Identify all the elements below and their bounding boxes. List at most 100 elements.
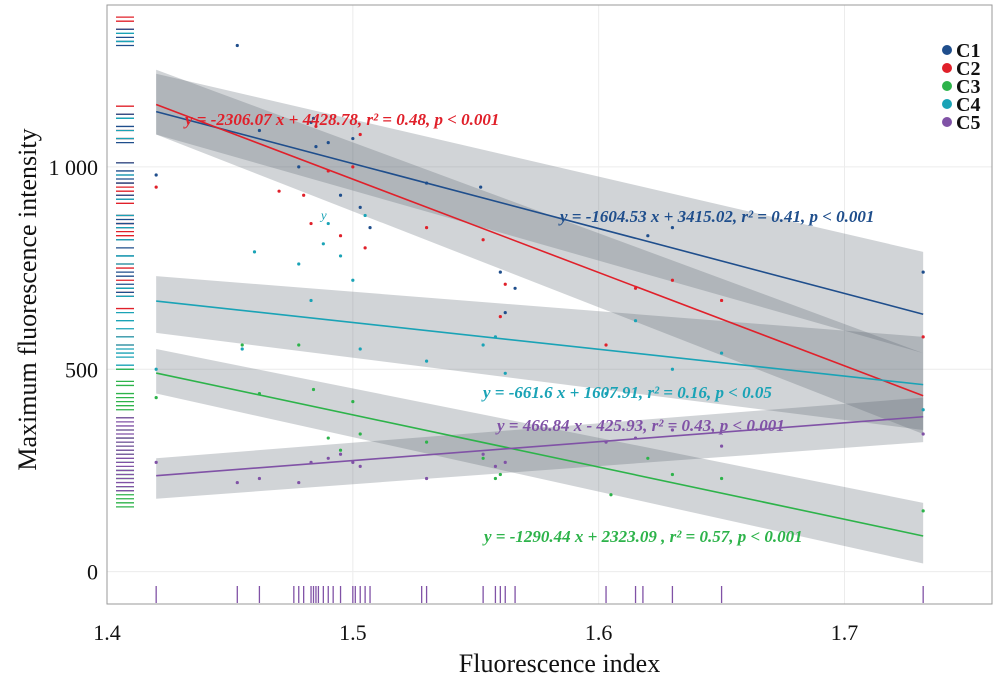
equation-c1: y = -1604.53 x + 3415.02, r² = 0.41, p <… xyxy=(558,207,874,226)
data-point-c1 xyxy=(235,43,239,48)
data-point-c2 xyxy=(363,246,367,250)
equation-c5: y = 466.84 x - 425.93, r² = 0.43, p < 0.… xyxy=(495,416,785,435)
data-point-c3 xyxy=(358,432,362,436)
legend-marker-c2 xyxy=(942,63,952,73)
data-point-c1 xyxy=(513,286,517,290)
data-point-c4 xyxy=(481,343,485,347)
regression-line-c3 xyxy=(156,372,924,537)
data-point-c4 xyxy=(503,371,507,375)
confidence-band-c4 xyxy=(156,276,924,430)
grid-lines xyxy=(106,5,992,604)
data-point-c2 xyxy=(481,238,485,242)
data-point-c2 xyxy=(424,226,429,230)
y-tick-label: 1 000 xyxy=(49,155,99,180)
regression-line-c4 xyxy=(156,300,924,386)
data-point-c3 xyxy=(326,436,330,440)
x-tick-label: 1.5 xyxy=(339,620,367,645)
data-point-c2 xyxy=(302,193,306,197)
confidence-bands xyxy=(156,69,924,564)
regression-line-c1 xyxy=(155,110,924,315)
data-point-c2 xyxy=(498,315,502,319)
data-point-c3 xyxy=(646,456,650,460)
data-point-c1 xyxy=(921,270,925,274)
data-point-c4 xyxy=(670,367,675,371)
data-point-c1 xyxy=(670,226,675,230)
data-point-c2 xyxy=(154,185,158,189)
x-tick-label: 1.4 xyxy=(93,620,121,645)
legend-marker-c3 xyxy=(942,81,952,91)
data-point-c4 xyxy=(240,347,244,351)
data-point-c3 xyxy=(311,387,316,392)
data-point-c5 xyxy=(154,460,158,464)
legend-label-c1: C1 xyxy=(956,40,980,62)
data-point-c3 xyxy=(670,472,675,477)
data-point-c1 xyxy=(309,120,313,124)
data-point-c4 xyxy=(921,408,925,412)
data-point-c5 xyxy=(358,464,362,468)
data-point-c4 xyxy=(493,335,498,339)
data-point-c4 xyxy=(252,250,257,254)
data-point-c1 xyxy=(326,141,330,145)
legend-marker-c4 xyxy=(942,99,952,109)
data-point-c2 xyxy=(719,298,724,303)
data-point-c2 xyxy=(314,124,318,129)
y-tick-label: 500 xyxy=(65,357,98,382)
confidence-band-c2 xyxy=(156,69,924,435)
data-point-c3 xyxy=(338,448,343,452)
data-point-c3 xyxy=(424,440,429,444)
data-point-c3 xyxy=(351,400,355,404)
data-point-c3 xyxy=(921,509,925,513)
data-point-c1 xyxy=(351,136,355,141)
data-point-c5 xyxy=(297,480,301,485)
data-point-c5 xyxy=(921,432,925,436)
data-point-c5 xyxy=(670,428,675,432)
data-point-c3 xyxy=(493,476,498,481)
data-point-c3 xyxy=(257,391,262,396)
data-points xyxy=(154,43,925,513)
data-point-c3 xyxy=(719,476,724,481)
data-point-c5 xyxy=(257,476,262,481)
legend-label-c4: C4 xyxy=(956,94,980,116)
legend-marker-c5 xyxy=(942,117,952,127)
regression-lines xyxy=(155,103,924,537)
rug-marks xyxy=(116,16,924,603)
stray-y-label: y xyxy=(319,208,327,223)
data-point-c3 xyxy=(481,456,485,460)
data-point-c1 xyxy=(368,226,372,230)
data-point-c5 xyxy=(424,476,429,481)
data-point-c5 xyxy=(719,444,724,448)
x-tick-label: 1.7 xyxy=(831,620,859,645)
data-point-c5 xyxy=(481,452,485,456)
x-axis-title: Fluorescence index xyxy=(459,649,660,678)
data-point-c5 xyxy=(503,460,507,464)
data-point-c1 xyxy=(498,270,502,274)
data-point-c3 xyxy=(154,395,158,400)
data-point-c2 xyxy=(670,278,675,282)
data-point-c4 xyxy=(633,319,638,323)
data-point-c5 xyxy=(351,460,355,464)
legend-label-c5: C5 xyxy=(956,112,980,134)
data-point-c3 xyxy=(240,343,244,347)
data-point-c1 xyxy=(338,193,343,197)
data-point-c4 xyxy=(154,367,158,371)
plot-border xyxy=(106,4,993,605)
axis-ticks: 1.4 1.5 1.6 1.7 0 500 1 000 xyxy=(49,155,859,645)
data-point-c1 xyxy=(154,173,158,177)
data-point-c2 xyxy=(921,335,925,339)
data-point-c4 xyxy=(321,242,325,246)
data-point-c4 xyxy=(604,391,608,396)
data-point-c1 xyxy=(297,165,301,169)
legend-label-c2: C2 xyxy=(956,58,980,80)
data-point-c2 xyxy=(604,343,608,347)
data-point-c4 xyxy=(424,359,429,363)
data-point-c5 xyxy=(338,452,343,456)
data-point-c1 xyxy=(314,145,318,149)
equation-c3: y = -1290.44 x + 2323.09 , r² = 0.57, p … xyxy=(482,527,803,546)
data-point-c2 xyxy=(277,189,281,193)
data-point-c1 xyxy=(479,185,483,189)
data-point-c4 xyxy=(309,298,313,303)
data-point-c1 xyxy=(503,310,507,315)
data-point-c4 xyxy=(363,213,367,218)
data-point-c2 xyxy=(338,234,343,238)
